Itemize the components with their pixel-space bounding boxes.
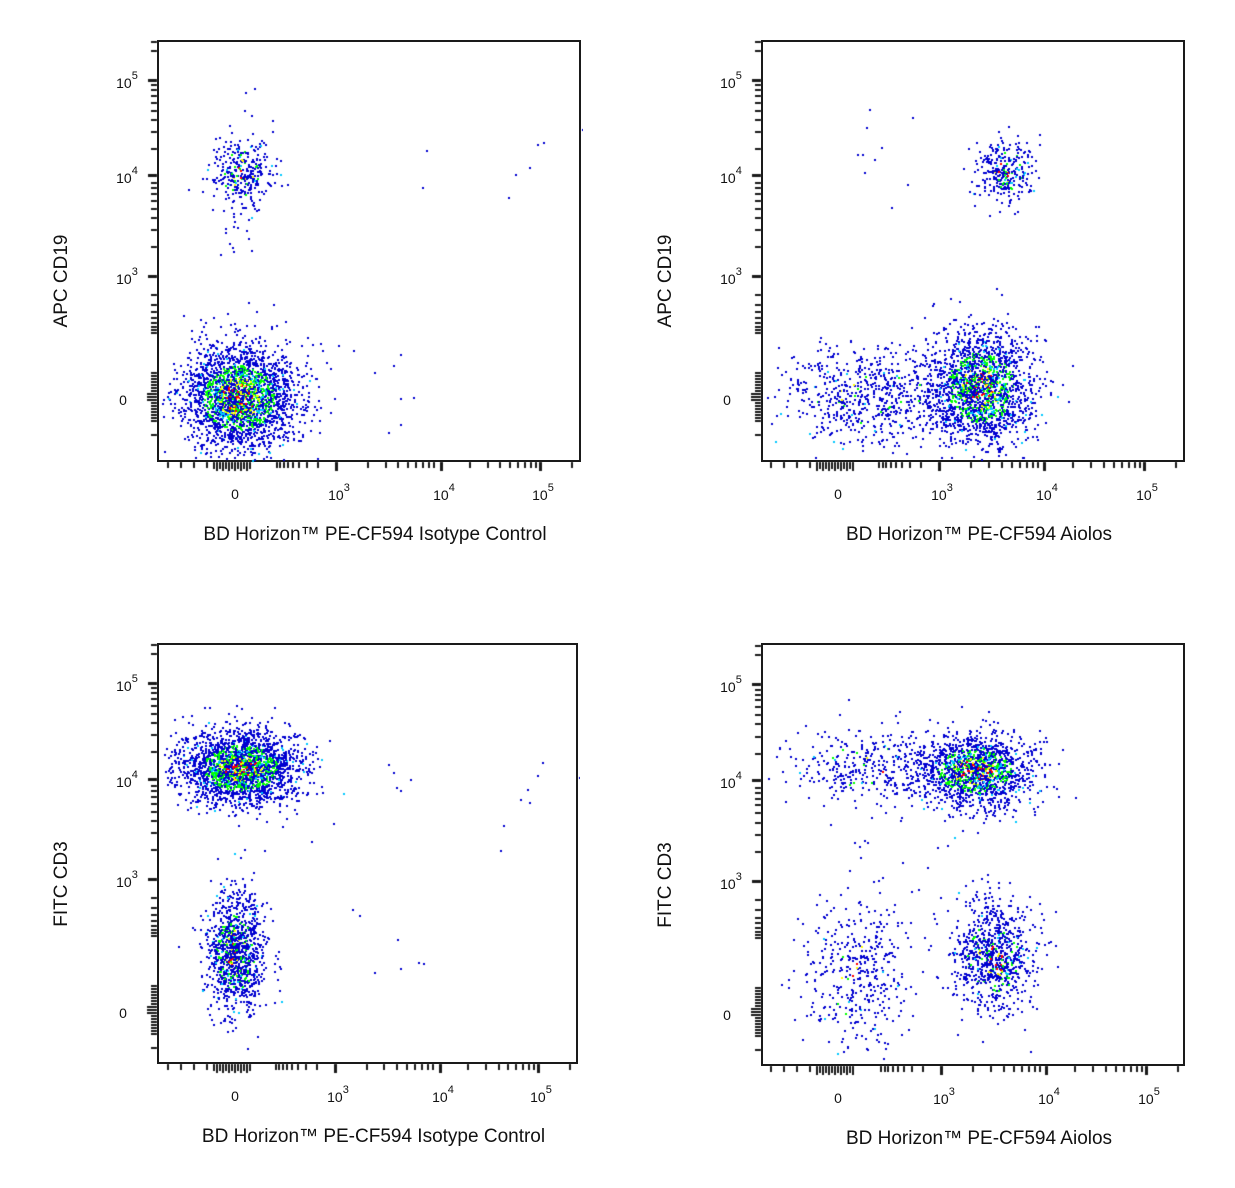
y-tick-label: 105: [720, 674, 742, 695]
y-axis-label: APC CD19: [655, 234, 676, 328]
x-tick-label: 0: [231, 1088, 239, 1104]
y-tick-label: 0: [119, 392, 127, 408]
x-axis-label: BD Horizon™ PE-CF594 Isotype Control: [201, 1126, 546, 1147]
y-tick-label: 105: [116, 673, 138, 694]
scatter-points: [763, 645, 1187, 1068]
y-tick-label: 104: [720, 165, 742, 186]
x-tick-label: 105: [530, 1084, 552, 1105]
x-tick-label: 0: [231, 486, 239, 502]
x-axis-label: BD Horizon™ PE-CF594 Isotype Control: [203, 524, 547, 545]
y-tick-label: 103: [720, 266, 742, 287]
y-tick-label: 103: [720, 871, 742, 892]
x-tick-label: 105: [1136, 482, 1158, 503]
plot-area: [157, 643, 580, 1066]
plot-area: [761, 643, 1187, 1068]
x-tick-label: 0: [834, 1090, 842, 1106]
y-tick-label: 104: [116, 165, 138, 186]
x-tick-label: 104: [1038, 1086, 1060, 1107]
y-tick-label: 104: [720, 770, 742, 791]
y-tick-label: 103: [116, 869, 138, 890]
x-axis-label: BD Horizon™ PE-CF594 Aiolos: [845, 524, 1113, 545]
y-axis-label: FITC CD3: [655, 841, 676, 928]
plot-area: [157, 40, 583, 464]
y-tick-label: 0: [723, 392, 731, 408]
x-tick-label: 0: [834, 486, 842, 502]
x-tick-label: 103: [327, 1084, 349, 1105]
x-tick-label: 104: [433, 482, 455, 503]
y-axis-label: FITC CD3: [51, 840, 72, 927]
plot-area: [761, 40, 1187, 464]
y-tick-label: 105: [116, 70, 138, 91]
x-tick-label: 104: [432, 1084, 454, 1105]
scatter-points: [159, 645, 580, 1066]
x-tick-label: 103: [931, 482, 953, 503]
y-axis-label: APC CD19: [51, 234, 72, 328]
x-tick-label: 103: [328, 482, 350, 503]
x-axis-label: BD Horizon™ PE-CF594 Aiolos: [845, 1128, 1113, 1149]
x-tick-label: 103: [933, 1086, 955, 1107]
x-tick-label: 105: [1138, 1086, 1160, 1107]
y-tick-label: 0: [119, 1005, 127, 1021]
y-tick-label: 103: [116, 266, 138, 287]
y-tick-label: 105: [720, 70, 742, 91]
y-tick-label: 104: [116, 769, 138, 790]
scatter-points: [763, 42, 1187, 464]
x-tick-label: 105: [532, 482, 554, 503]
y-tick-label: 0: [723, 1007, 731, 1023]
x-tick-label: 104: [1036, 482, 1058, 503]
scatter-points: [159, 42, 583, 464]
